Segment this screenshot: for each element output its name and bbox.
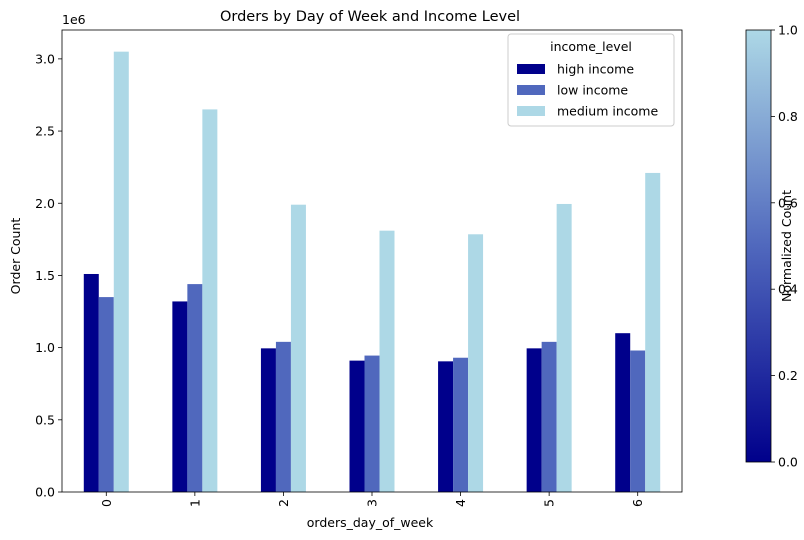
colorbar-tick-label-0.8: 0.8 — [778, 109, 798, 124]
colorbar-gradient — [745, 29, 772, 463]
colorbar: 0.0 0.2 0.4 0.6 0.8 1.0 Normalized Count — [745, 23, 798, 470]
bar-medium-income-5 — [556, 203, 572, 492]
bar-medium-income-1 — [202, 109, 218, 492]
bar-low-income-5 — [541, 341, 557, 492]
x-tick-label-2: 2 — [276, 499, 291, 507]
bar-high-income-2 — [260, 348, 276, 492]
bar-low-income-2 — [275, 341, 291, 492]
x-tick-label-1: 1 — [187, 499, 202, 507]
colorbar-tick-label-0.6: 0.6 — [778, 195, 798, 210]
bar-high-income-4 — [438, 361, 454, 492]
bar-medium-income-4 — [468, 234, 484, 493]
y-scale-note: 1e6 — [62, 12, 86, 27]
legend-swatch-low-income — [517, 85, 545, 95]
chart-title: Orders by Day of Week and Income Level — [220, 9, 520, 25]
colorbar-tick-label-0.0: 0.0 — [778, 455, 798, 470]
bar-medium-income-6 — [645, 172, 661, 492]
bar-low-income-4 — [453, 357, 469, 492]
legend-frame — [507, 33, 675, 127]
x-axis-label: orders_day_of_week — [307, 515, 434, 530]
y-axis-label: Order Count — [8, 218, 23, 295]
bar-high-income-6 — [615, 333, 631, 492]
bar-low-income-0 — [98, 297, 114, 492]
bar-low-income-6 — [630, 350, 646, 492]
y-tick-label-0.0: 0.0 — [35, 485, 55, 500]
bar-high-income-0 — [83, 273, 99, 492]
legend-label-high-income: high income — [557, 62, 634, 77]
legend-swatch-medium-income — [517, 106, 545, 116]
x-tick-label-0: 0 — [99, 499, 114, 507]
bar-medium-income-2 — [290, 204, 306, 492]
x-tick-label-4: 4 — [453, 499, 468, 507]
bar-high-income-1 — [172, 301, 188, 492]
x-tick-label-6: 6 — [630, 499, 645, 507]
y-tick-label-2.5: 2.5 — [35, 124, 55, 139]
y-tick-label-0.5: 0.5 — [35, 412, 55, 427]
x-tick-label-3: 3 — [365, 499, 380, 507]
bar-high-income-5 — [526, 348, 542, 492]
y-tick-label-3.0: 3.0 — [35, 51, 55, 66]
bar-medium-income-0 — [113, 51, 129, 492]
colorbar-tick-label-1.0: 1.0 — [778, 23, 798, 38]
colorbar-tick-label-0.2: 0.2 — [778, 368, 798, 383]
bar-medium-income-3 — [379, 230, 395, 492]
bar-low-income-1 — [187, 284, 203, 492]
x-tick-label-5: 5 — [542, 499, 557, 507]
legend: income_level high income low income medium… — [507, 33, 675, 127]
bar-high-income-3 — [349, 360, 365, 492]
y-tick-label-1.5: 1.5 — [35, 268, 55, 283]
colorbar-label: Normalized Count — [779, 190, 794, 302]
legend-label-medium-income: medium income — [557, 104, 658, 119]
y-tick-label-2.0: 2.0 — [35, 196, 55, 211]
colorbar-tick-label-0.4: 0.4 — [778, 282, 798, 297]
bar-low-income-3 — [364, 355, 380, 492]
plot-area: 0 1 2 3 4 5 6 0.0 0.5 1.0 1.5 2.0 2.5 3.0 — [35, 29, 683, 507]
y-tick-label-1.0: 1.0 — [35, 340, 55, 355]
legend-label-low-income: low income — [557, 83, 628, 98]
legend-swatch-high-income — [517, 64, 545, 74]
legend-title: income_level — [550, 39, 632, 54]
